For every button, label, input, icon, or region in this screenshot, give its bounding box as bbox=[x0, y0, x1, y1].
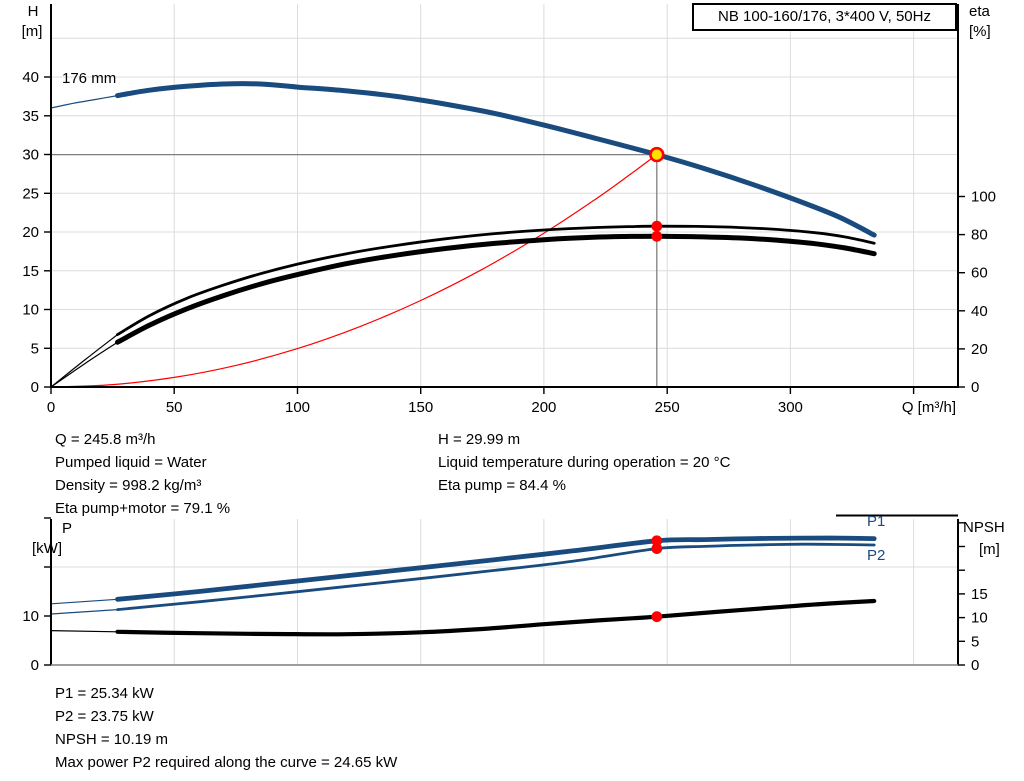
q-tick-label: 250 bbox=[655, 399, 680, 416]
h-tick-label: 30 bbox=[22, 147, 39, 164]
p-tick-label: 0 bbox=[31, 657, 39, 674]
eta-pump-curve bbox=[116, 224, 876, 336]
pump-curve-lead-in bbox=[50, 95, 118, 109]
annotation-eta-pump: Eta pump = 84.4 % bbox=[438, 477, 566, 494]
annotation-h: H = 29.99 m bbox=[438, 431, 521, 448]
annotation-p2: P2 = 23.75 kW bbox=[55, 708, 154, 725]
q-tick-label: 50 bbox=[166, 399, 183, 416]
annotation-p1: P1 = 25.34 kW bbox=[55, 685, 154, 702]
h-tick-label: 0 bbox=[31, 379, 39, 396]
power-tick-labels: 0 10 0 5 10 15 bbox=[22, 586, 987, 674]
p1-curve-lead-in bbox=[50, 598, 118, 605]
annotation-liquid-temperature: Liquid temperature during operation = 20… bbox=[438, 454, 731, 471]
npsh-tick-label: 15 bbox=[971, 586, 988, 603]
eta-tick-label: 80 bbox=[971, 227, 988, 244]
p1-curve bbox=[115, 535, 877, 602]
annotation-npsh: NPSH = 10.19 m bbox=[55, 731, 168, 748]
h-tick-label: 25 bbox=[22, 185, 39, 202]
p1-curve-marker bbox=[651, 535, 663, 547]
h-tick-label: 15 bbox=[22, 263, 39, 280]
p-axis-name: P bbox=[61, 520, 72, 537]
npsh-tick-label: 5 bbox=[971, 633, 979, 650]
power-ticks bbox=[44, 517, 965, 666]
h-tick-label: 20 bbox=[22, 224, 39, 241]
h-tick-label: 40 bbox=[22, 69, 39, 86]
h-axis-name: H bbox=[27, 3, 39, 20]
q-tick-label: 100 bbox=[285, 399, 310, 416]
eta-tick-label: 100 bbox=[971, 189, 996, 206]
power-npsh-curves bbox=[50, 535, 877, 637]
chart-title-box: NB 100-160/176, 3*400 V, 50Hz bbox=[692, 3, 957, 31]
annotation-eta-pump-motor: Eta pump+motor = 79.1 % bbox=[55, 500, 231, 517]
operating-point-marker bbox=[649, 146, 665, 163]
p2-curve-marker bbox=[651, 543, 663, 554]
q-tick-label: 200 bbox=[531, 399, 556, 416]
system-curve bbox=[50, 154, 658, 388]
q-tick-label: 0 bbox=[47, 399, 55, 416]
qh-curves bbox=[50, 81, 877, 388]
p2-curve-label: P2 bbox=[867, 547, 886, 564]
p-tick-label: 10 bbox=[22, 608, 39, 625]
npsh-axis-name: NPSH bbox=[963, 519, 1005, 536]
eta-pump-motor-curve-lead-in bbox=[50, 341, 118, 388]
annotation-max-power: Max power P2 required along the curve = … bbox=[55, 754, 398, 771]
eta-tick-label: 20 bbox=[971, 341, 988, 358]
eta-marker bbox=[651, 220, 663, 232]
npsh-curve-lead-in bbox=[50, 630, 118, 633]
npsh-tick-label: 0 bbox=[971, 657, 979, 674]
q-tick-label: 150 bbox=[408, 399, 433, 416]
npsh-tick-label: 10 bbox=[971, 610, 988, 627]
npsh-curve-marker bbox=[651, 611, 663, 623]
qh-tick-labels: 0 5 10 15 20 25 30 35 40 0 50 100 150 200 250 300 0 20 40 6… bbox=[22, 69, 996, 416]
annotation-q: Q = 245.8 m³/h bbox=[55, 431, 156, 448]
eta-axis-unit: [%] bbox=[969, 23, 991, 40]
eta-tick-label: 0 bbox=[971, 379, 979, 396]
h-axis-unit: [m] bbox=[21, 23, 43, 40]
p2-curve-lead-in bbox=[50, 609, 118, 615]
eta-pump-motor-curve bbox=[115, 233, 877, 345]
duty-markers bbox=[649, 146, 665, 623]
pump-curve bbox=[115, 81, 877, 238]
qh-gridlines bbox=[51, 4, 958, 387]
annotation-density: Density = 998.2 kg/m³ bbox=[55, 477, 202, 494]
impeller-diameter-label: 176 mm bbox=[62, 70, 117, 87]
p2-curve bbox=[116, 542, 876, 611]
eta-pump-curve-lead-in bbox=[50, 334, 118, 388]
npsh-axis-unit: [m] bbox=[979, 541, 1000, 558]
q-axis-label: Q [m³/h] bbox=[901, 399, 956, 416]
p1-curve-label: P1 bbox=[867, 513, 886, 530]
qh-axes bbox=[50, 4, 959, 388]
eta-marker bbox=[651, 230, 663, 242]
h-tick-label: 35 bbox=[22, 108, 39, 125]
qh-ticks bbox=[44, 76, 965, 394]
h-tick-label: 10 bbox=[22, 302, 39, 319]
p-axis-unit: [kW] bbox=[32, 540, 62, 557]
duty-point-crosshair bbox=[51, 153, 658, 387]
annotation-pumped-liquid: Pumped liquid = Water bbox=[55, 454, 207, 471]
eta-axis-name: eta bbox=[969, 3, 990, 20]
eta-tick-label: 60 bbox=[971, 265, 988, 282]
h-tick-label: 5 bbox=[31, 340, 39, 357]
eta-tick-label: 40 bbox=[971, 303, 988, 320]
npsh-curve bbox=[115, 598, 877, 637]
q-tick-label: 300 bbox=[778, 399, 803, 416]
